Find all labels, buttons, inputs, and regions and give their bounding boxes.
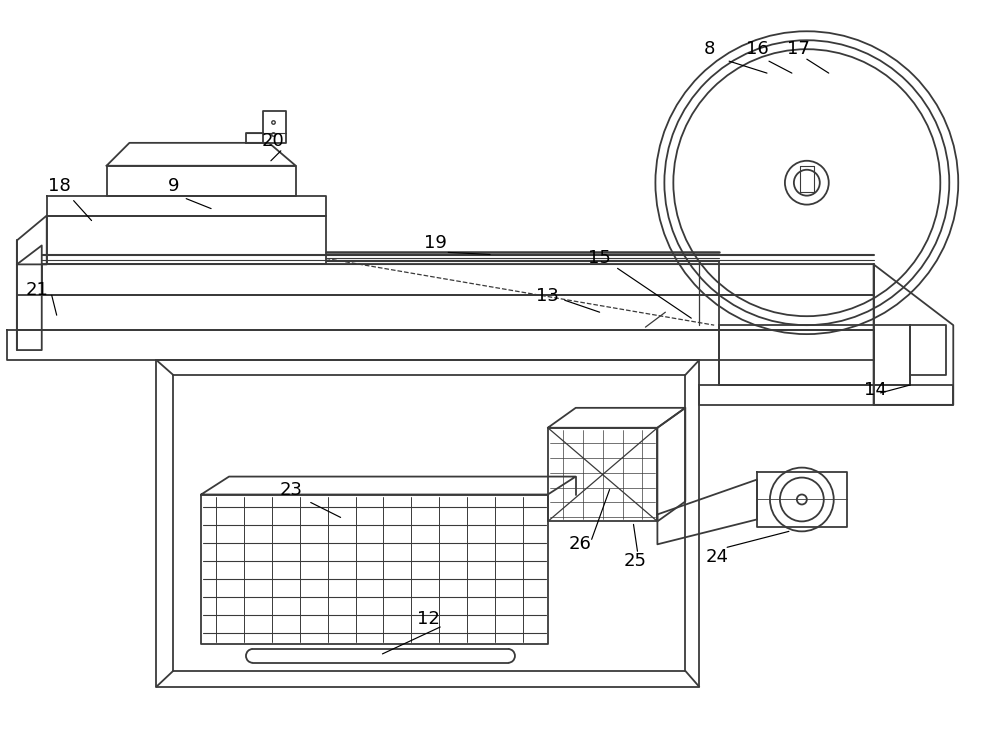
- Text: 23: 23: [279, 480, 302, 499]
- Text: 24: 24: [706, 548, 729, 566]
- Text: 21: 21: [25, 281, 48, 299]
- Text: 8: 8: [704, 40, 715, 58]
- Text: 9: 9: [167, 177, 179, 195]
- Text: 14: 14: [864, 381, 887, 399]
- Text: 12: 12: [417, 610, 440, 628]
- Text: 26: 26: [568, 535, 591, 553]
- Text: 20: 20: [261, 132, 284, 150]
- Text: 16: 16: [746, 40, 768, 58]
- Text: 19: 19: [424, 234, 447, 253]
- Text: 15: 15: [588, 250, 611, 267]
- Text: 13: 13: [536, 288, 559, 305]
- Text: 18: 18: [48, 177, 71, 195]
- Text: 17: 17: [787, 40, 810, 58]
- Text: 25: 25: [624, 553, 647, 570]
